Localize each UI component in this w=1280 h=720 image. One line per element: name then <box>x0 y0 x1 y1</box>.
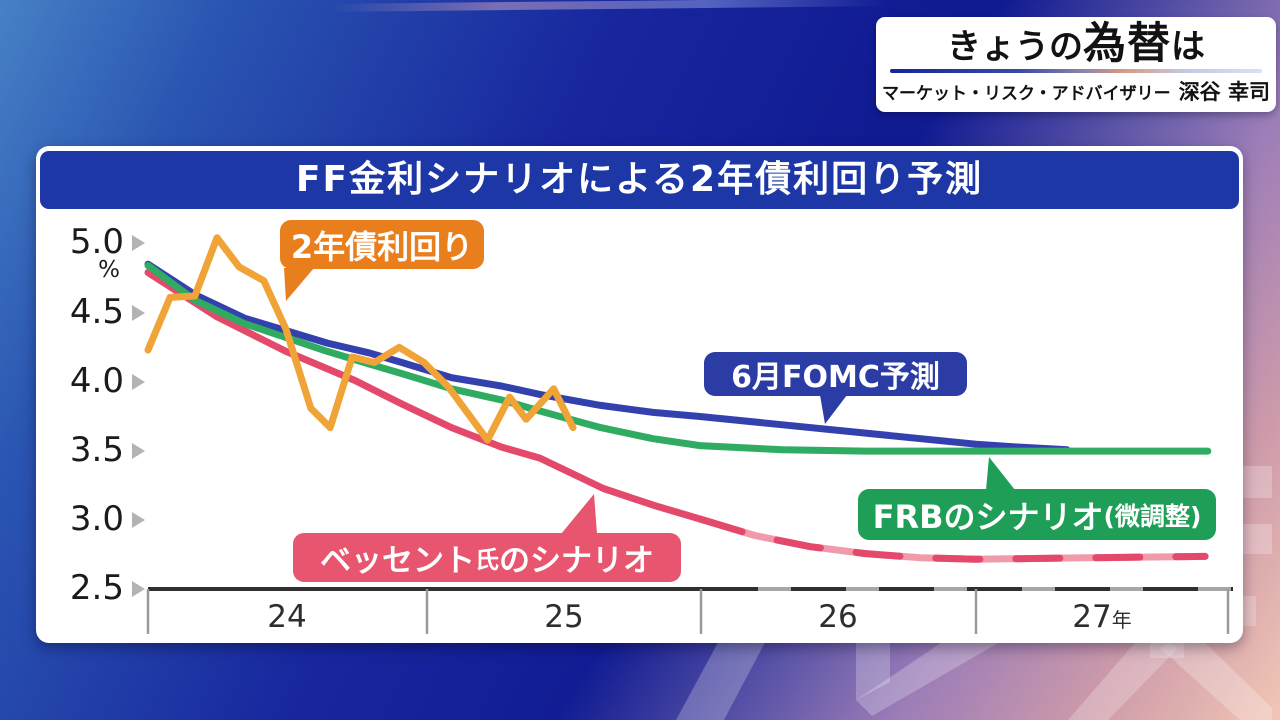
y-tick-label: 2.5 <box>69 568 124 608</box>
x-tick-label: 26 <box>818 599 858 635</box>
y-tick-arrow-icon <box>132 305 145 321</box>
x-axis-unit-label: 年 <box>1111 608 1132 632</box>
x-tick-label: 27年 <box>1072 599 1132 635</box>
series-label-text: のシナリオ <box>499 543 654 579</box>
y-tick-label: 3.5 <box>69 430 124 470</box>
guest-name: 深谷 幸司 <box>1178 79 1270 104</box>
program-title-prefix: きょうの <box>947 26 1083 67</box>
series-label-text: 6月FOMC予測 <box>731 360 940 395</box>
chart-title: FF金利シナリオによる2年債利回り予測 <box>295 159 984 200</box>
y-tick-arrow-icon <box>132 235 145 251</box>
y-tick-label: 4.5 <box>69 292 124 332</box>
header-divider <box>890 68 1262 73</box>
program-title-emphasis: 為替 <box>1083 18 1171 69</box>
series-label-subtext: (微調整) <box>1103 501 1202 531</box>
bubble-tail <box>986 457 1015 490</box>
guest-caption: マーケット・リスク・アドバイザリー 深谷 幸司 <box>882 76 1270 106</box>
y-tick-arrow-icon <box>132 512 145 528</box>
program-title-suffix: は <box>1171 26 1205 67</box>
chart-title-banner: FF金利シナリオによる2年債利回り予測 <box>40 151 1239 209</box>
series-label-subtext: 氏 <box>475 546 499 574</box>
y-tick-label: 4.0 <box>69 361 124 401</box>
y-axis-unit-label: % <box>98 257 120 283</box>
series-label-2yr-yield: 2年債利回り <box>280 220 484 301</box>
y-tick-arrow-icon <box>132 374 145 390</box>
series-label-june-fomc: 6月FOMC予測 <box>704 352 967 424</box>
y-tick-label: 3.0 <box>69 499 124 539</box>
series-label-text: FRBのシナリオ <box>872 497 1104 536</box>
bubble-tail <box>820 395 847 424</box>
y-tick-arrow-icon <box>132 443 145 459</box>
x-tick-label: 25 <box>544 599 584 635</box>
bubble-tail <box>284 268 314 301</box>
program-title: きょうの 為替は <box>888 18 1264 69</box>
series-label-text: ベッセント <box>320 543 475 579</box>
x-tick-label: 24 <box>267 599 307 635</box>
series-label-frb-scenario: FRBのシナリオ (微調整) <box>858 457 1216 540</box>
series-label-text: 2年債利回り <box>290 227 474 266</box>
series-label-bessent-scenario: ベッセント氏のシナリオ <box>293 494 681 582</box>
y-tick-arrow-icon <box>132 581 145 597</box>
y-tick-label: 5.0 <box>69 222 124 262</box>
program-header: きょうの 為替は マーケット・リスク・アドバイザリー 深谷 幸司 <box>876 17 1276 112</box>
bubble-tail <box>561 494 597 534</box>
guest-affiliation: マーケット・リスク・アドバイザリー <box>882 83 1171 104</box>
